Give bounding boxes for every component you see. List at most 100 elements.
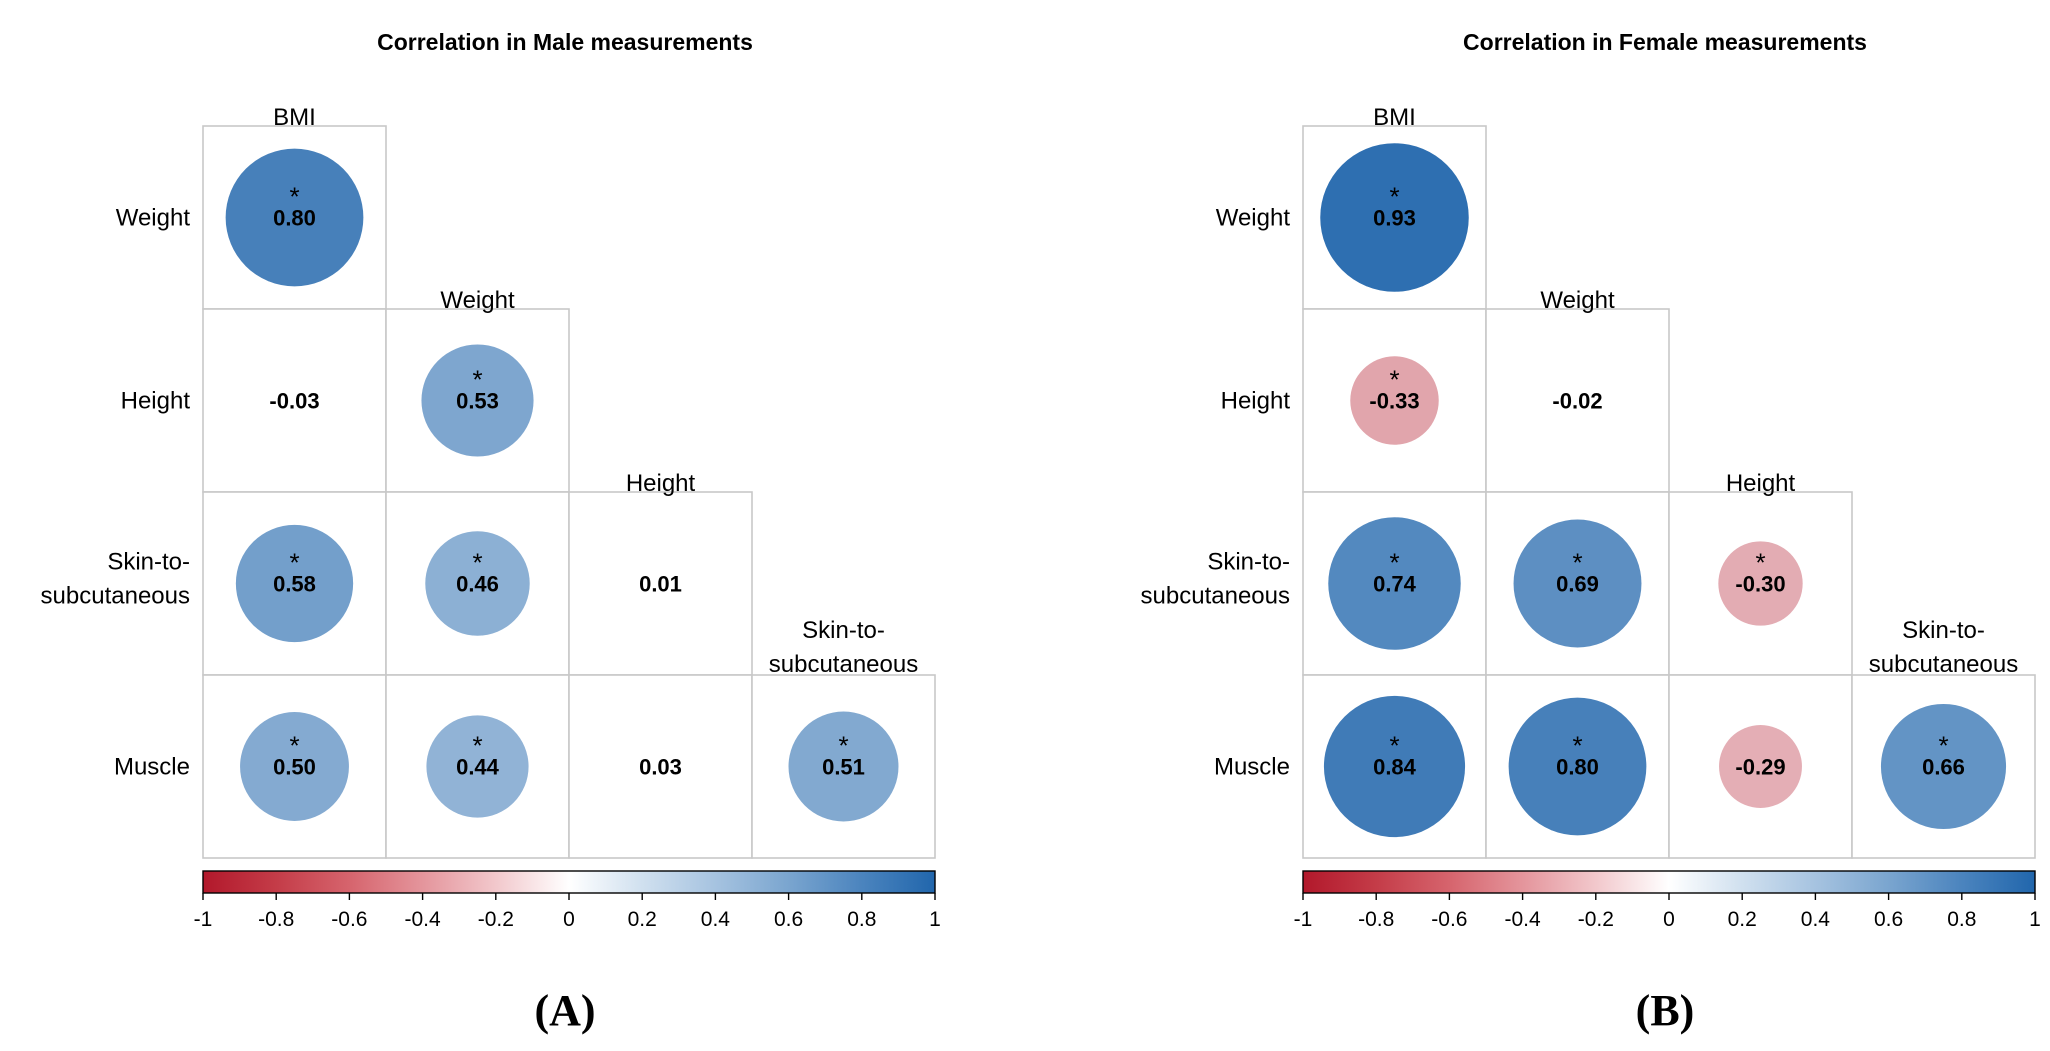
- correlation-cell: -0.03: [202, 308, 387, 493]
- correlation-cell: *0.69: [1485, 491, 1670, 676]
- correlation-value: 0.80: [1556, 755, 1599, 780]
- correlation-cell: *0.50: [202, 674, 387, 859]
- significance-star: *: [472, 365, 482, 395]
- correlation-value: 0.46: [456, 572, 499, 597]
- colorbar-tick-label: 0.4: [1801, 908, 1831, 931]
- colorbar-tick-label: 0.6: [1874, 908, 1903, 931]
- significance-star: *: [1755, 548, 1765, 578]
- correlation-cell: *-0.30: [1668, 491, 1853, 676]
- column-label: Weight: [440, 287, 515, 314]
- correlation-value: -0.33: [1369, 389, 1419, 414]
- correlation-value: -0.29: [1735, 755, 1785, 780]
- correlation-value: 0.58: [273, 572, 316, 597]
- correlation-circle: [1718, 541, 1803, 626]
- correlation-panel-male: Correlation in Male measurements *0.80 -0.…: [41, 29, 941, 1035]
- row-label: Muscle: [114, 754, 190, 781]
- correlation-value: 0.44: [456, 755, 500, 780]
- correlation-cell: 0.01: [568, 491, 753, 676]
- significance-star: *: [1389, 731, 1399, 761]
- correlation-circle: [788, 711, 899, 822]
- cell-border: [1485, 308, 1670, 493]
- correlation-value: 0.50: [273, 755, 316, 780]
- colorbar: -1 -0.8 -0.6 -0.4 -0.2 0 0.2 0.4 0.6 0.8 1: [194, 870, 941, 931]
- correlation-cell: 0.03: [568, 674, 753, 859]
- colorbar-tick-label: 0.2: [628, 908, 657, 931]
- row-label: Skin-to-subcutaneous: [1141, 549, 1290, 610]
- correlation-value: 0.69: [1556, 572, 1599, 597]
- row-label: Skin-to-subcutaneous: [41, 549, 190, 610]
- correlation-value: 0.93: [1373, 206, 1416, 231]
- colorbar-tick-label: 0.8: [1947, 908, 1976, 931]
- significance-star: *: [289, 548, 299, 578]
- column-label: Height: [1726, 470, 1796, 497]
- correlation-value: 0.51: [822, 755, 865, 780]
- correlation-circle: [1880, 703, 2007, 830]
- column-label: BMI: [273, 104, 316, 131]
- correlation-circle: [1323, 695, 1466, 838]
- colorbar-gradient: [202, 870, 936, 894]
- correlation-value: 0.66: [1922, 755, 1965, 780]
- cell-border: [568, 674, 753, 859]
- significance-star: *: [1389, 365, 1399, 395]
- colorbar-gradient: [1302, 870, 2036, 894]
- colorbar-tick-label: 1: [2029, 908, 2041, 931]
- colorbar: -1 -0.8 -0.6 -0.4 -0.2 0 0.2 0.4 0.6 0.8 1: [1294, 870, 2041, 931]
- correlation-cell: *0.93: [1302, 125, 1487, 310]
- correlation-circle: [240, 712, 349, 821]
- significance-star: *: [1389, 548, 1399, 578]
- colorbar-tick-label: -0.8: [1358, 908, 1394, 931]
- correlation-circle: [421, 344, 534, 457]
- correlation-value: -0.30: [1735, 572, 1785, 597]
- correlation-value: -0.03: [269, 389, 319, 414]
- significance-star: *: [1572, 731, 1582, 761]
- correlation-value: 0.84: [1373, 755, 1417, 780]
- correlation-value: -0.02: [1552, 389, 1602, 414]
- significance-star: *: [1938, 731, 1948, 761]
- significance-star: *: [289, 182, 299, 212]
- correlation-cell: *0.44: [385, 674, 570, 859]
- correlation-cell: *0.46: [385, 491, 570, 676]
- row-label: Height: [1221, 388, 1291, 415]
- significance-star: *: [472, 731, 482, 761]
- cell-border: [202, 308, 387, 493]
- colorbar-tick-label: -0.6: [331, 908, 367, 931]
- correlation-circle: [225, 148, 364, 287]
- row-label: Height: [121, 388, 191, 415]
- correlation-cell: *0.80: [1485, 674, 1670, 859]
- correlation-panel-female: Correlation in Female measurements*0.93*…: [1141, 29, 2041, 1035]
- correlation-circle: [1513, 519, 1642, 648]
- correlation-cell: *0.80: [202, 125, 387, 310]
- correlation-cell: -0.02: [1485, 308, 1670, 493]
- significance-star: *: [1389, 182, 1399, 212]
- colorbar-tick-label: -0.2: [1578, 908, 1614, 931]
- significance-star: *: [289, 731, 299, 761]
- row-label: Muscle: [1214, 754, 1290, 781]
- correlation-circle: [235, 524, 354, 643]
- column-label: Skin-to-subcutaneous: [769, 617, 918, 678]
- correlation-cell: *0.53: [385, 308, 570, 493]
- row-label: Weight: [1216, 205, 1291, 232]
- correlation-cell: *-0.33: [1302, 308, 1487, 493]
- correlation-cell: *0.51: [751, 674, 936, 859]
- correlation-cell: *0.58: [202, 491, 387, 676]
- correlation-circle: [425, 531, 530, 636]
- correlation-circle: [1719, 725, 1802, 808]
- correlation-value: 0.53: [456, 389, 499, 414]
- colorbar-tick-label: -0.8: [258, 908, 294, 931]
- colorbar-tick-label: 0.4: [701, 908, 731, 931]
- cell-border: [568, 491, 753, 676]
- column-label: Weight: [1540, 287, 1615, 314]
- colorbar-tick-label: 0.2: [1728, 908, 1757, 931]
- correlation-circle: [1350, 356, 1439, 445]
- column-label: Height: [626, 470, 696, 497]
- correlation-cell: -0.29: [1668, 674, 1853, 859]
- colorbar-tick-label: -0.6: [1431, 908, 1467, 931]
- correlation-circle: [1320, 143, 1469, 292]
- chart-title: Correlation in Male measurements: [377, 29, 753, 55]
- correlation-cell: *0.66: [1851, 674, 2036, 859]
- correlation-circle: [426, 715, 529, 818]
- significance-star: *: [1572, 548, 1582, 578]
- colorbar-tick-label: 0.8: [847, 908, 876, 931]
- correlation-value: 0.03: [639, 755, 682, 780]
